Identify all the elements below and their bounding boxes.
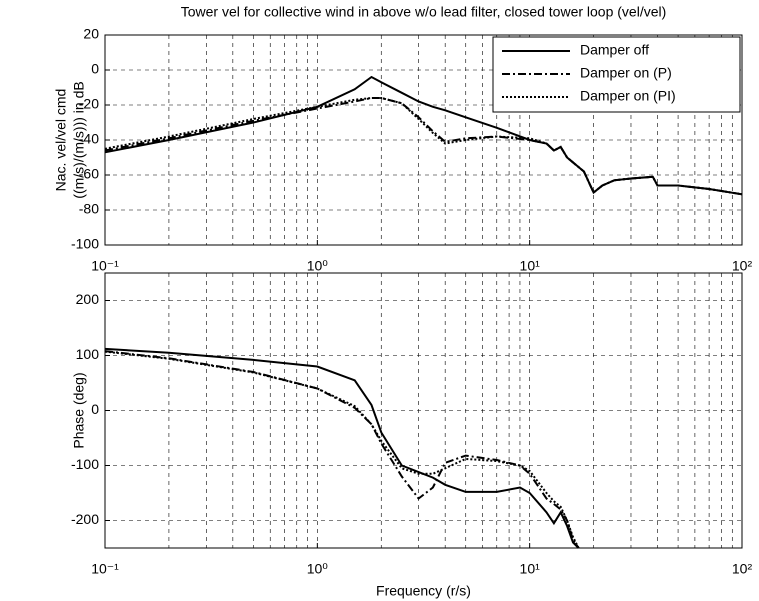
axes-frame bbox=[104, 272, 743, 549]
x-tick-label: 10⁻¹ bbox=[91, 258, 119, 274]
legend-label: Damper on (PI) bbox=[580, 88, 676, 104]
y-tick-label: 200 bbox=[76, 291, 100, 307]
chart-title: Tower vel for collective wind in above w… bbox=[181, 4, 667, 20]
y-axis-label: Nac. vel/vel cmd bbox=[53, 89, 69, 192]
y-tick-label: 100 bbox=[76, 346, 100, 362]
y-tick-label: -60 bbox=[79, 166, 99, 182]
x-tick-label: 10² bbox=[732, 258, 753, 274]
y-tick-label: 0 bbox=[91, 61, 99, 77]
legend-label: Damper off bbox=[580, 42, 649, 58]
y-tick-label: -100 bbox=[71, 456, 99, 472]
x-axis-label: Frequency (r/s) bbox=[376, 583, 471, 599]
series-line bbox=[104, 350, 580, 549]
x-tick-label: 10⁰ bbox=[307, 561, 329, 577]
series-line bbox=[104, 97, 743, 196]
series-line bbox=[104, 347, 580, 549]
plot: 10⁻¹ 10⁰ 10¹ 10² -100 -80 -60 -40 -20 0 20 Tower ve… bbox=[53, 4, 753, 274]
plot-area bbox=[105, 273, 742, 548]
x-tick-label: 10⁻¹ bbox=[91, 561, 119, 577]
y-tick-label: -100 bbox=[71, 236, 99, 252]
y-tick-label: -40 bbox=[79, 131, 99, 147]
x-tick-label: 10⁰ bbox=[307, 258, 329, 274]
y-tick-label: 20 bbox=[83, 26, 99, 42]
y-axis-label: Phase (deg) bbox=[71, 372, 87, 448]
x-tick-label: 10¹ bbox=[520, 258, 541, 274]
y-axis-label: ((m/s)/(m/s))) in dB bbox=[71, 81, 87, 198]
plot: 10⁻¹ 10⁰ 10¹ 10² -200 -100 0 100 200 Frequency (r… bbox=[71, 272, 753, 599]
x-tick-label: 10¹ bbox=[520, 561, 541, 577]
axes-frame bbox=[104, 34, 743, 246]
y-tick-label: -80 bbox=[79, 201, 99, 217]
y-tick-label: -200 bbox=[71, 511, 99, 527]
y-tick-label: -20 bbox=[79, 96, 99, 112]
y-tick-label: 0 bbox=[91, 401, 99, 417]
x-tick-label: 10² bbox=[732, 561, 753, 577]
legend-label: Damper on (P) bbox=[580, 65, 672, 81]
